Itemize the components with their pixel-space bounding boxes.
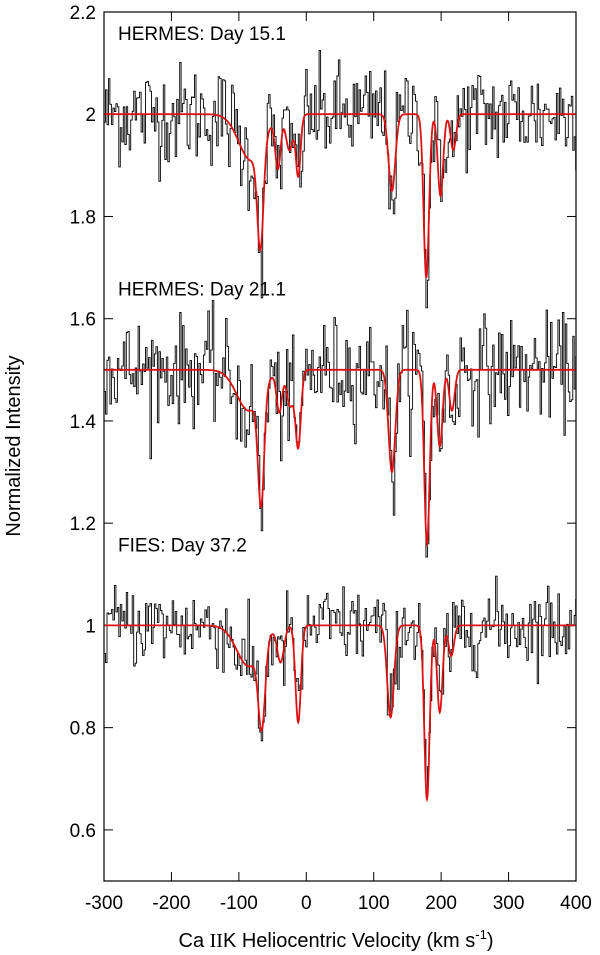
x-tick-label: -100 (220, 893, 258, 914)
plot-frame (103, 11, 577, 882)
x-tick-label: -200 (152, 893, 190, 914)
y-tick-label: 1.6 (70, 310, 96, 331)
x-tick-label: 200 (425, 893, 457, 914)
y-tick-label: 0.8 (70, 719, 96, 740)
x-tick-label: 300 (493, 893, 525, 914)
x-tick-label: 100 (358, 893, 390, 914)
model-fit-1 (104, 113, 576, 279)
y-tick-label: 1.8 (70, 207, 96, 228)
panel-labels: HERMES: Day 15.1 HERMES: Day 21.1 FIES: Da… (118, 24, 286, 556)
y-axis-title: Normalized Intensity (3, 355, 25, 536)
x-tick-label: 0 (301, 893, 312, 914)
observed-spectrum-3 (104, 575, 576, 794)
panel-label-2: HERMES: Day 21.1 (118, 280, 286, 301)
series-group (104, 49, 576, 803)
x-tick-label: 400 (560, 893, 592, 914)
observed-spectrum-1 (104, 49, 576, 309)
x-axis-title: Ca IIK Heliocentric Velocity (km s-1) (179, 927, 494, 952)
y-tick-label: 2 (85, 105, 96, 126)
model-fit-2 (104, 368, 576, 548)
x-axis-ticks: -300 -200 -100 0 100 200 300 400 (85, 12, 592, 914)
y-tick-label: 0.6 (70, 821, 96, 842)
y-tick-label: 1.4 (70, 412, 97, 433)
model-fit-3 (104, 624, 576, 803)
y-tick-label: 1.2 (70, 514, 96, 535)
y-axis-ticks: 0.6 0.8 1 1.2 1.4 1.6 1.8 2 2.2 (70, 3, 576, 842)
panel-label-1: HERMES: Day 15.1 (118, 24, 286, 45)
x-tick-label: -300 (85, 893, 123, 914)
observed-spectrum-2 (104, 300, 576, 558)
y-tick-label: 1 (85, 616, 96, 637)
panel-label-3: FIES: Day 37.2 (118, 535, 247, 556)
y-tick-label: 2.2 (70, 3, 96, 24)
